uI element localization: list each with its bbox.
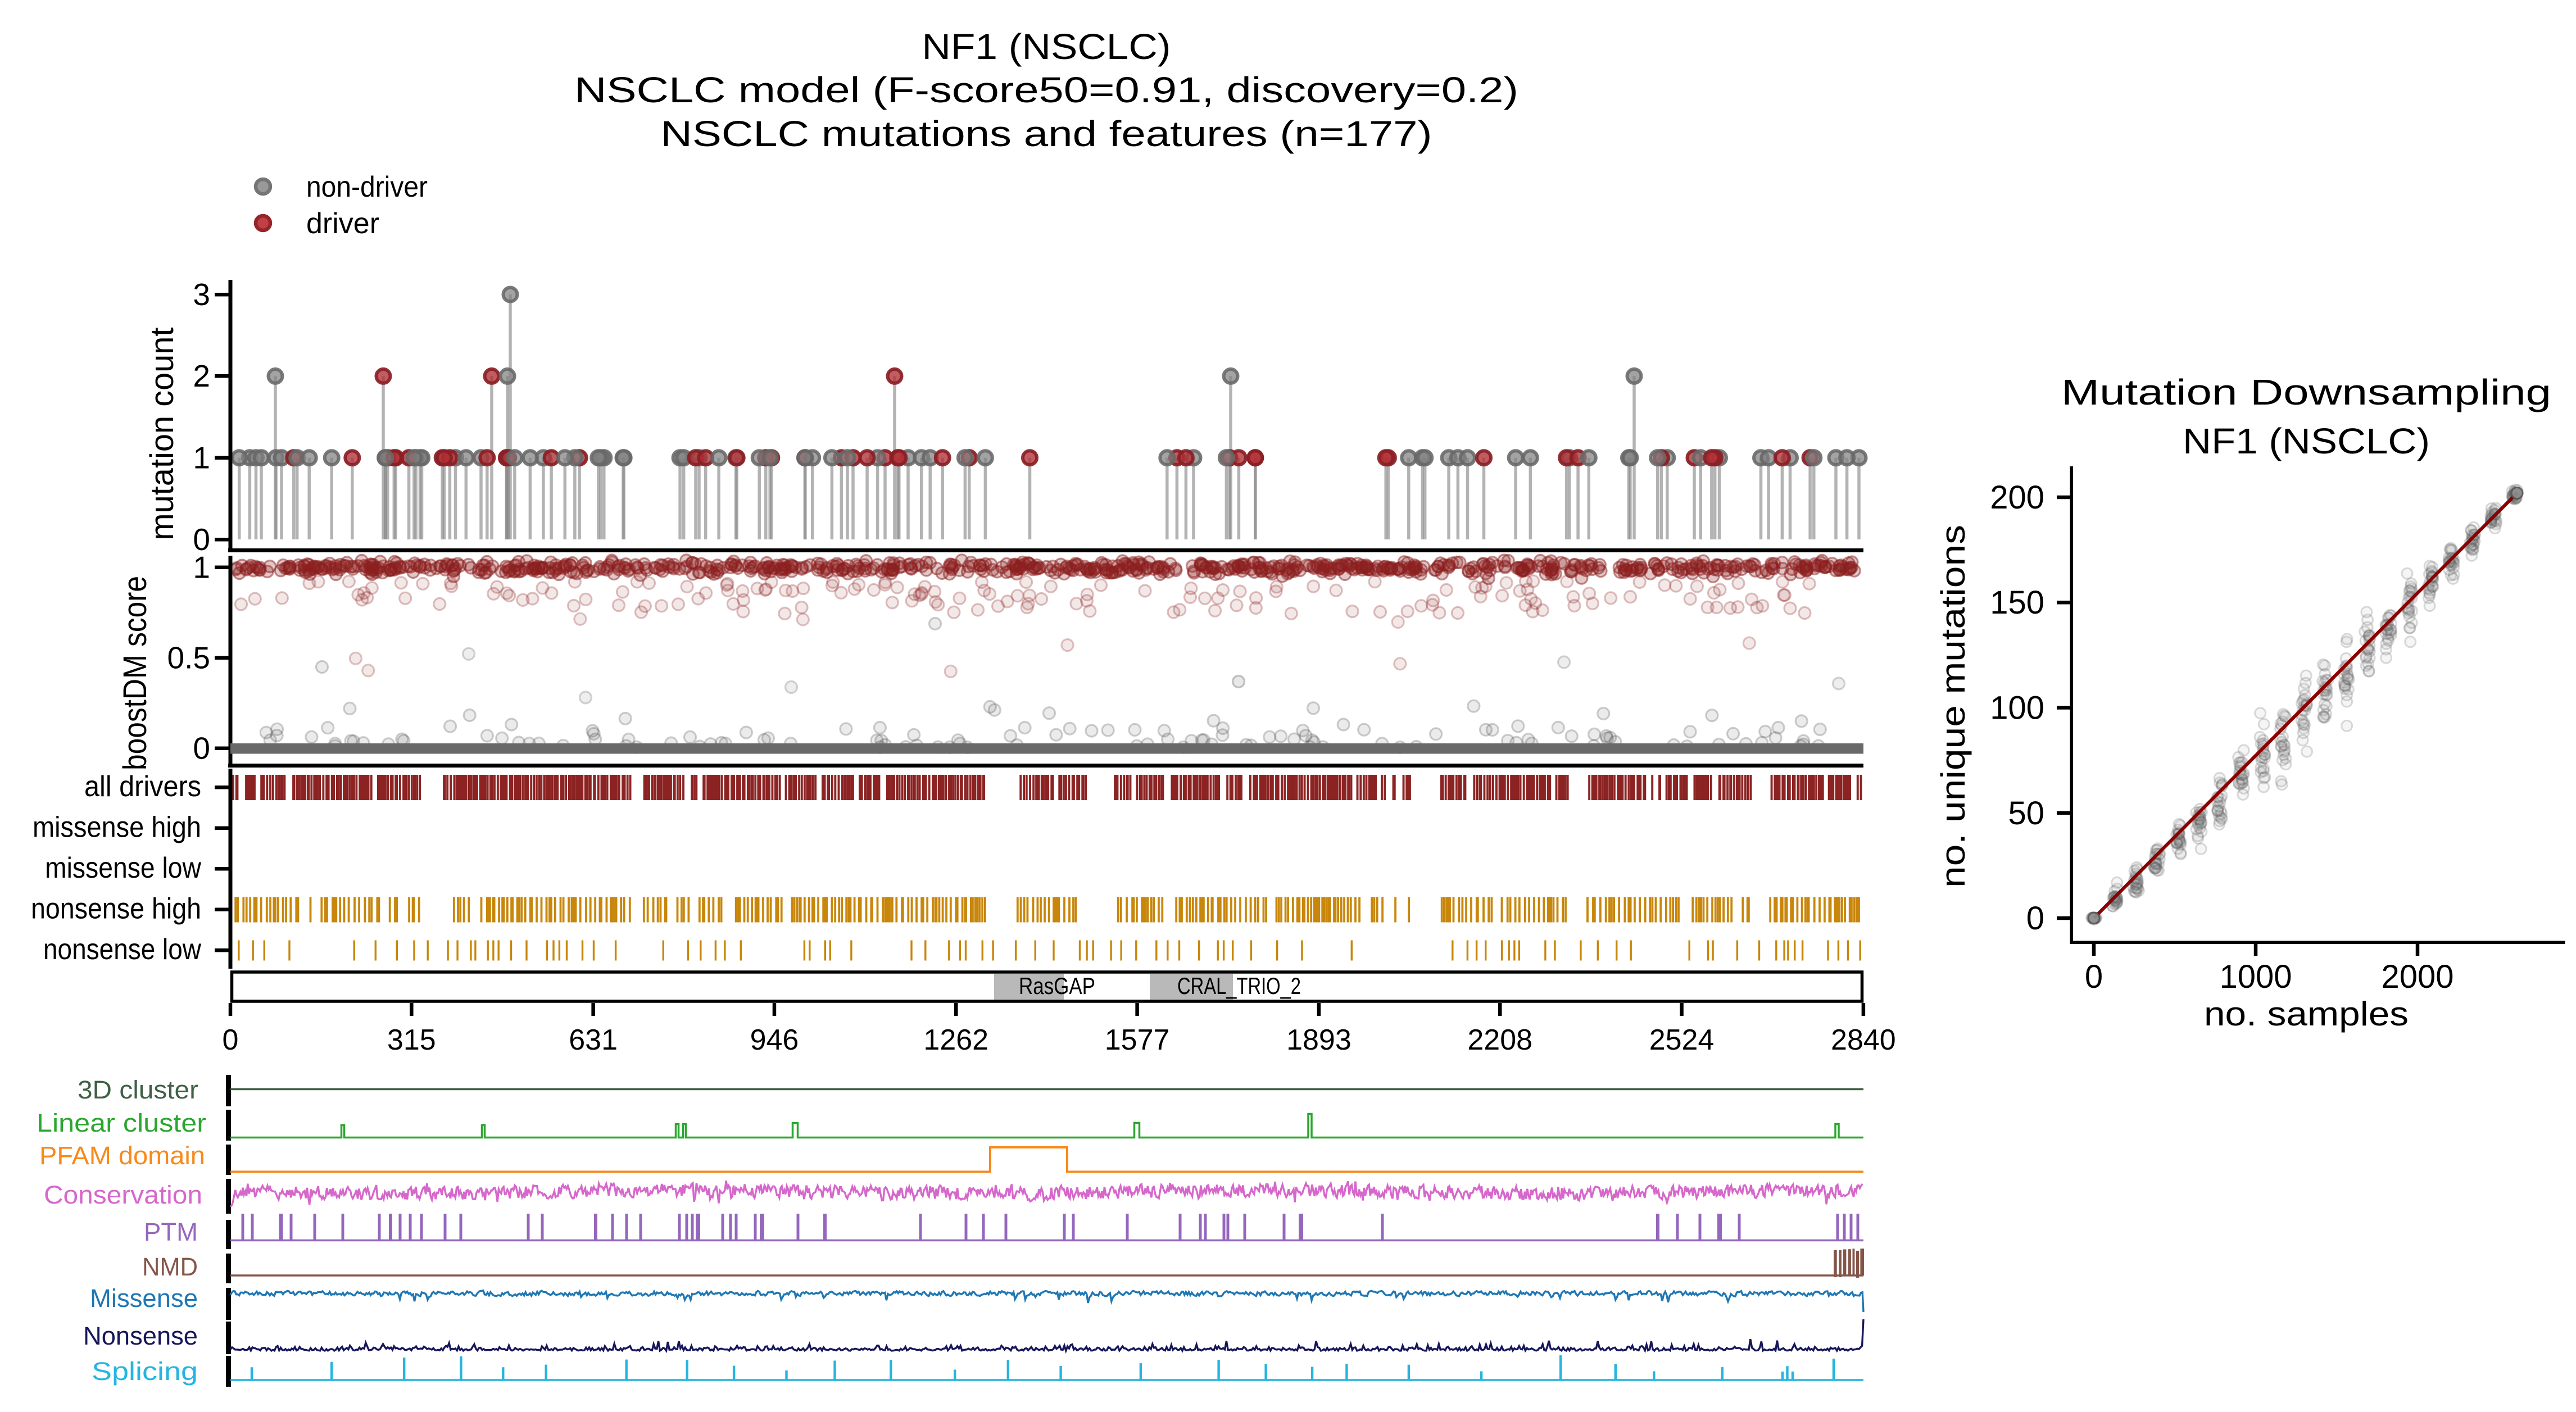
svg-text:2208: 2208 xyxy=(1467,1024,1532,1056)
svg-text:0: 0 xyxy=(193,731,210,766)
svg-text:missense low: missense low xyxy=(45,852,201,884)
svg-text:1577: 1577 xyxy=(1105,1024,1170,1056)
svg-text:2524: 2524 xyxy=(1649,1024,1715,1056)
svg-text:PTM: PTM xyxy=(144,1218,198,1246)
svg-text:Nonsense: Nonsense xyxy=(83,1322,198,1350)
svg-text:NF1 (NSCLC): NF1 (NSCLC) xyxy=(2183,421,2430,461)
svg-text:boostDM score: boostDM score xyxy=(117,576,153,770)
svg-text:NF1 (NSCLC): NF1 (NSCLC) xyxy=(922,26,1171,67)
svg-text:non-driver: non-driver xyxy=(306,171,428,203)
svg-text:NMD: NMD xyxy=(142,1252,198,1281)
svg-text:0: 0 xyxy=(223,1024,239,1056)
svg-text:driver: driver xyxy=(306,207,379,240)
svg-text:0: 0 xyxy=(193,522,210,557)
svg-text:Missense: Missense xyxy=(90,1284,198,1313)
svg-text:Mutation Downsampling: Mutation Downsampling xyxy=(2061,372,2551,412)
svg-text:0.5: 0.5 xyxy=(167,641,210,675)
svg-text:nonsense low: nonsense low xyxy=(43,933,201,966)
svg-text:1893: 1893 xyxy=(1286,1024,1352,1056)
svg-text:0: 0 xyxy=(2026,900,2044,937)
svg-text:Splicing: Splicing xyxy=(92,1357,198,1386)
svg-text:3: 3 xyxy=(193,277,210,312)
svg-text:1: 1 xyxy=(193,441,210,475)
svg-text:PFAM domain: PFAM domain xyxy=(39,1141,205,1170)
svg-text:100: 100 xyxy=(1990,690,2044,727)
svg-text:CRAL_TRIO_2: CRAL_TRIO_2 xyxy=(1177,973,1301,999)
svg-text:2000: 2000 xyxy=(2381,959,2453,995)
svg-text:RasGAP: RasGAP xyxy=(1019,973,1095,999)
svg-text:946: 946 xyxy=(750,1024,799,1056)
svg-text:all drivers: all drivers xyxy=(84,770,201,803)
svg-text:50: 50 xyxy=(2008,795,2044,832)
svg-text:2840: 2840 xyxy=(1831,1024,1896,1056)
svg-text:631: 631 xyxy=(569,1024,618,1056)
svg-text:no. unique mutations: no. unique mutations xyxy=(1934,525,1972,888)
svg-text:mutation count: mutation count xyxy=(144,328,180,541)
svg-text:Linear cluster: Linear cluster xyxy=(37,1109,206,1137)
svg-text:nonsense high: nonsense high xyxy=(31,893,201,925)
svg-text:1262: 1262 xyxy=(923,1024,988,1056)
svg-text:Conservation: Conservation xyxy=(44,1181,202,1209)
svg-text:150: 150 xyxy=(1990,584,2044,621)
svg-text:1: 1 xyxy=(193,550,210,585)
svg-text:3D cluster: 3D cluster xyxy=(78,1075,198,1104)
svg-text:1000: 1000 xyxy=(2219,959,2292,995)
svg-text:NSCLC model (F-score50=0.91, d: NSCLC model (F-score50=0.91, discovery=0… xyxy=(574,70,1518,110)
svg-text:NSCLC mutations and features (: NSCLC mutations and features (n=177) xyxy=(661,113,1432,154)
svg-text:missense high: missense high xyxy=(33,811,201,844)
svg-text:no. samples: no. samples xyxy=(2204,995,2409,1033)
svg-text:0: 0 xyxy=(2085,959,2103,995)
svg-text:200: 200 xyxy=(1990,479,2044,516)
svg-text:315: 315 xyxy=(387,1024,436,1056)
svg-text:2: 2 xyxy=(193,358,210,393)
